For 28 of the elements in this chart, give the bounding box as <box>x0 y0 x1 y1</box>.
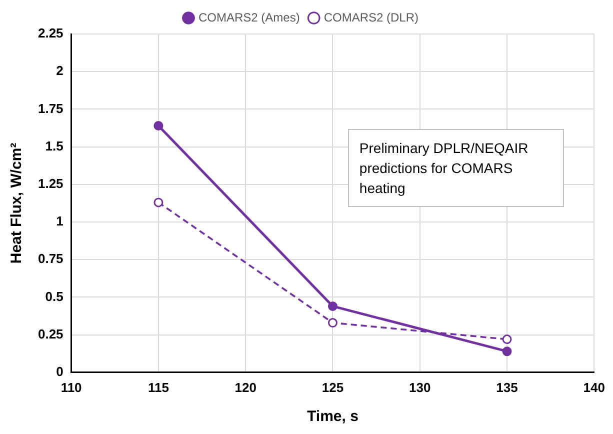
point <box>154 120 164 130</box>
x-tick-label: 130 <box>409 380 431 395</box>
x-tick-label: 125 <box>322 380 344 395</box>
point <box>154 198 164 208</box>
y-tick-label: 1.5 <box>45 138 64 154</box>
x-tick-label: 120 <box>234 380 256 395</box>
y-tick-label: 2.25 <box>38 26 64 41</box>
point <box>328 301 338 311</box>
y-tick-label: 1.75 <box>38 100 64 116</box>
y-tick-label: 2 <box>56 63 64 78</box>
y-tick-label: 0 <box>56 364 64 379</box>
y-tick-label: 0.75 <box>38 251 64 266</box>
x-tick-label: 115 <box>148 380 169 395</box>
y-tick-label: 1 <box>56 214 64 229</box>
y-tick-label: 0.25 <box>38 326 64 342</box>
x-axis-title: Time, s <box>307 408 358 426</box>
y-tick-label: 0.5 <box>45 288 64 304</box>
x-tick-label: 135 <box>496 380 518 395</box>
text-box: Preliminary DPLR/NEQAIR predictions for COMARS heating <box>348 128 564 207</box>
point <box>502 346 512 356</box>
x-tick-label: 110 <box>60 380 82 395</box>
y-tick-label: 1.25 <box>38 176 64 191</box>
point <box>328 318 338 328</box>
point <box>502 334 512 344</box>
legend-label: COMARS2 (DLR) <box>324 10 419 24</box>
x-tick-label: 140 <box>583 380 606 395</box>
y-axis-title: Heat Flux, W/cm² <box>8 142 26 264</box>
legend-label: COMARS2 (Ames) <box>198 10 300 24</box>
